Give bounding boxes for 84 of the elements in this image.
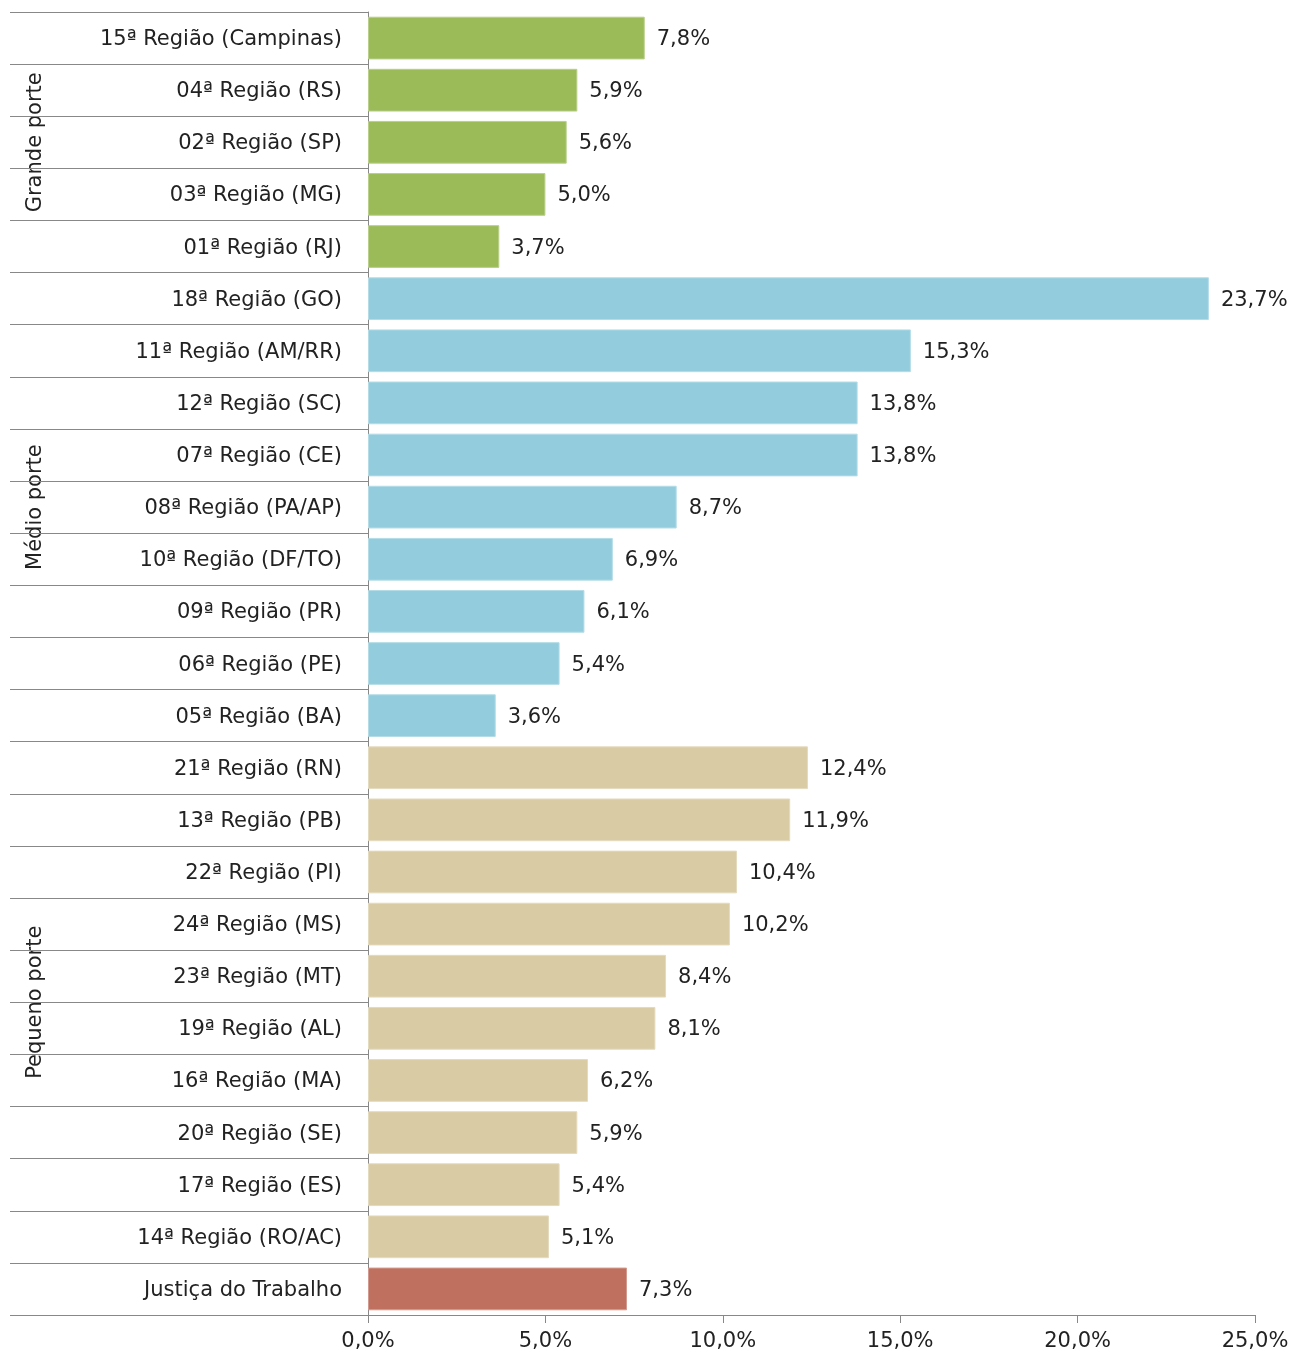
data-label: 13,8%: [869, 390, 937, 415]
y-tick-label: 06ª Região (PE): [178, 651, 342, 676]
y-tick-label: 08ª Região (PA/AP): [144, 495, 342, 520]
y-tick-label: 03ª Região (MG): [169, 182, 342, 207]
bar: [368, 590, 585, 633]
y-tick-label: 11ª Região (AM/RR): [135, 338, 342, 363]
data-label: 13,8%: [869, 443, 937, 468]
data-label: 5,1%: [560, 1224, 615, 1249]
y-tick-label: 01ª Região (RJ): [183, 234, 342, 259]
y-tick-label: 24ª Região (MS): [172, 912, 342, 937]
data-label: 5,4%: [571, 651, 625, 676]
y-tick-label: 17ª Região (ES): [177, 1172, 342, 1197]
data-label: 6,2%: [599, 1068, 654, 1093]
x-tick-label: 25,0%: [1221, 1327, 1289, 1352]
bar: [368, 485, 677, 529]
y-tick-label: 14ª Região (RO/AC): [137, 1224, 342, 1249]
x-tick-label: 0,0%: [341, 1327, 395, 1352]
y-tick-label: Justiça do Trabalho: [142, 1276, 342, 1301]
y-tick-label: 22ª Região (PI): [185, 859, 342, 884]
bar: [368, 329, 911, 373]
data-label: 7,3%: [639, 1276, 693, 1301]
data-label: 7,8%: [656, 26, 711, 51]
y-tick-label: 04ª Região (RS): [176, 78, 342, 103]
bar: [368, 173, 546, 216]
data-label: 5,4%: [571, 1172, 625, 1197]
data-label: 23,7%: [1220, 286, 1288, 311]
bar: [368, 1111, 578, 1154]
text: Médio porte: [22, 444, 46, 570]
bar: [368, 746, 808, 790]
bar: [368, 1267, 627, 1311]
bar: [368, 1006, 656, 1050]
data-label: 5,0%: [557, 182, 611, 207]
bar: [368, 433, 858, 477]
data-label: 6,1%: [596, 599, 650, 624]
y-tick-label: 07ª Região (CE): [176, 443, 342, 468]
x-tick-label: 10,0%: [689, 1327, 757, 1352]
bar: [368, 225, 500, 268]
bar: [368, 1059, 588, 1102]
data-label: 3,6%: [507, 703, 562, 728]
y-tick-label: 12ª Região (SC): [176, 390, 342, 415]
bar: [368, 68, 578, 112]
data-label: 8,1%: [667, 1016, 721, 1041]
y-tick-label: 10ª Região (DF/TO): [139, 547, 342, 572]
bar: [368, 954, 667, 998]
y-tick-label: 18ª Região (GO): [171, 286, 342, 311]
data-label: 11,9%: [802, 807, 869, 832]
y-tick-label: 15ª Região (Campinas): [99, 26, 342, 51]
y-tick-label: 21ª Região (RN): [173, 755, 342, 780]
y-tick-label: 05ª Região (BA): [175, 703, 342, 728]
bar: [368, 850, 737, 894]
bar: [368, 694, 496, 737]
data-label: 5,6%: [578, 130, 633, 155]
data-label: 6,9%: [624, 547, 679, 572]
bar: [368, 902, 730, 946]
bar: [368, 798, 791, 842]
x-tick-label: 20,0%: [1044, 1327, 1111, 1352]
bar: [368, 642, 560, 685]
data-label: 10,4%: [748, 859, 816, 884]
data-label: 8,7%: [688, 495, 743, 520]
y-tick-label: 02ª Região (SP): [178, 130, 342, 155]
bar: [368, 277, 1209, 321]
y-tick-label: 19ª Região (AL): [178, 1016, 342, 1041]
bar: [368, 16, 645, 60]
bar: [368, 120, 567, 164]
bar: [368, 1163, 560, 1207]
y-tick-label: 20ª Região (SE): [177, 1120, 342, 1145]
x-tick-label: 15,0%: [866, 1327, 934, 1352]
data-label: 12,4%: [819, 755, 887, 780]
bar: [368, 537, 613, 581]
bar: [368, 1215, 549, 1259]
y-tick-label: 23ª Região (MT): [173, 964, 342, 989]
data-label: 5,9%: [589, 78, 643, 103]
y-tick-label: 13ª Região (PB): [177, 807, 342, 832]
bar: [368, 381, 858, 425]
text: Grande porte: [22, 72, 46, 213]
data-label: 5,9%: [589, 1120, 643, 1145]
data-label: 15,3%: [922, 338, 990, 363]
data-label: 3,7%: [511, 234, 565, 259]
data-label: 8,4%: [678, 964, 732, 989]
data-label: 10,2%: [741, 912, 809, 937]
y-tick-label: 16ª Região (MA): [171, 1068, 342, 1093]
x-tick-label: 5,0%: [518, 1327, 573, 1352]
text: Pequeno porte: [22, 925, 46, 1079]
y-tick-label: 09ª Região (PR): [176, 599, 342, 624]
